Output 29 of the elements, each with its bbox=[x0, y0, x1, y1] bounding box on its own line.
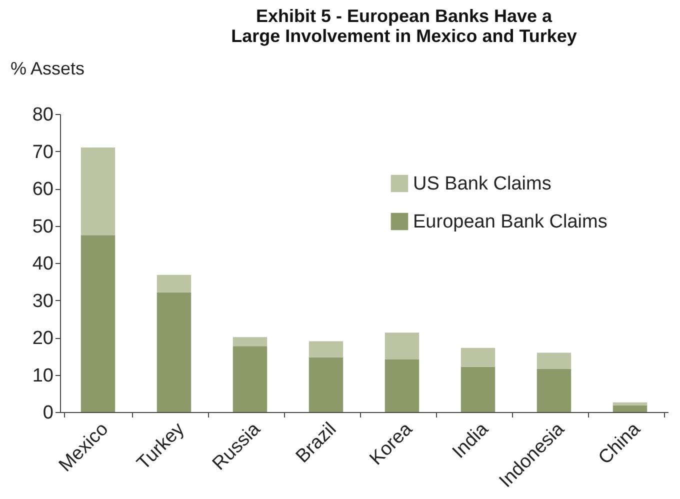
y-tick-label: 10 bbox=[32, 365, 54, 386]
y-tick-label: 30 bbox=[32, 290, 54, 312]
bar bbox=[384, 359, 420, 412]
y-tick-label: 80 bbox=[32, 104, 54, 126]
bar bbox=[156, 274, 192, 292]
legend-label: European Bank Claims bbox=[413, 212, 608, 232]
bar bbox=[156, 292, 192, 412]
bar bbox=[232, 337, 268, 346]
y-tick-label: 20 bbox=[32, 328, 54, 349]
bar bbox=[460, 366, 496, 412]
bar bbox=[460, 348, 496, 367]
y-tick-label: 0 bbox=[42, 402, 54, 424]
y-tick-label: 70 bbox=[32, 142, 54, 163]
y-axis-title: % Assets bbox=[10, 58, 85, 78]
bar bbox=[384, 332, 420, 360]
bar bbox=[80, 148, 116, 236]
bar bbox=[80, 235, 116, 412]
bar bbox=[612, 402, 648, 406]
legend-label: US Bank Claims bbox=[413, 174, 552, 194]
y-tick-label: 60 bbox=[32, 179, 54, 200]
y-tick-label: 40 bbox=[32, 254, 54, 274]
bar bbox=[232, 346, 268, 412]
bar bbox=[536, 368, 572, 412]
bar bbox=[612, 405, 648, 412]
bar bbox=[308, 357, 344, 412]
y-tick-label: 50 bbox=[32, 216, 54, 238]
bar bbox=[308, 341, 344, 358]
bar bbox=[536, 352, 572, 369]
chart-title: Exhibit 5 - European Banks Have a Large Involvement in Mexico and Turkey bbox=[231, 6, 577, 46]
